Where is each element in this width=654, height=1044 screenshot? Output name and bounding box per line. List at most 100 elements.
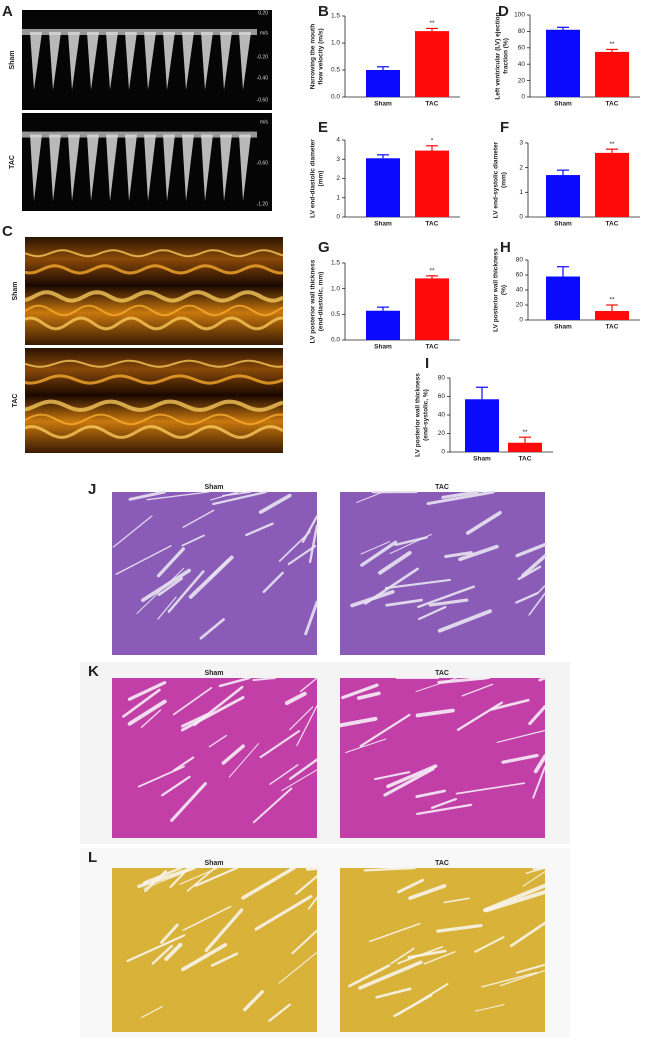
- y-tick-label: 80: [518, 28, 526, 35]
- histology-streak: [533, 868, 545, 869]
- significance-annotation: **: [429, 268, 435, 275]
- y-axis-label: (end-diastolic, mm): [318, 272, 325, 332]
- significance-annotation: **: [609, 41, 615, 48]
- y-tick-label: 0.5: [331, 311, 340, 318]
- y-axis-label: Left ventricular (LV) ejection: [495, 12, 502, 99]
- panel-letter: K: [88, 663, 99, 680]
- bar: [595, 52, 629, 97]
- bar: [465, 399, 499, 452]
- x-tick-label: TAC: [426, 344, 439, 351]
- y-tick-label: 2: [519, 164, 523, 171]
- x-tick-label: TAC: [519, 456, 532, 463]
- row-label: Sham: [9, 50, 16, 69]
- bar: [366, 158, 400, 217]
- x-tick-label: TAC: [606, 101, 619, 108]
- x-tick-label: Sham: [554, 221, 572, 228]
- scale-label: -1.20: [257, 201, 269, 207]
- y-tick-label: 80: [438, 375, 446, 382]
- y-tick-label: 3: [336, 156, 340, 163]
- panel-letter: G: [318, 239, 330, 256]
- x-tick-label: TAC: [426, 101, 439, 108]
- bar: [508, 443, 542, 452]
- column-label: TAC: [435, 670, 449, 677]
- y-tick-label: 3: [519, 140, 523, 147]
- y-axis-label: LV posterior wall thickness: [415, 373, 422, 457]
- y-axis-label: LV end-systolic diameter: [493, 141, 500, 218]
- scale-label: -0.60: [257, 160, 269, 166]
- y-tick-label: 0: [519, 214, 523, 221]
- significance-annotation: **: [609, 297, 615, 304]
- histology-streak: [308, 868, 317, 869]
- column-label: TAC: [435, 860, 449, 867]
- y-axis-label: (mm): [501, 172, 508, 188]
- row-label: TAC: [9, 155, 16, 169]
- y-tick-label: 1.5: [331, 260, 340, 267]
- histology-image: [340, 868, 545, 1032]
- y-axis-label: LV posterior wall thickness: [310, 259, 317, 343]
- scale-label: -0.60: [257, 97, 269, 103]
- y-tick-label: 0.0: [331, 94, 340, 101]
- bar: [415, 278, 449, 340]
- y-tick-label: 60: [438, 393, 446, 400]
- y-tick-label: 0: [519, 317, 523, 324]
- y-axis-label: fraction (%): [503, 38, 510, 74]
- histology-image: [340, 678, 545, 838]
- bar: [595, 153, 629, 217]
- bar: [546, 30, 580, 97]
- y-axis-label: (mm): [318, 171, 325, 187]
- y-tick-label: 40: [518, 61, 526, 68]
- column-label: Sham: [204, 860, 223, 867]
- y-tick-label: 0: [336, 214, 340, 221]
- column-label: Sham: [204, 484, 223, 491]
- panel-letter: H: [500, 239, 511, 256]
- panel-letter: I: [425, 355, 429, 372]
- scale-label: m/s: [260, 30, 269, 36]
- panel-letter: J: [88, 481, 96, 498]
- y-axis-label: flow velocity (m/s): [318, 28, 325, 84]
- x-tick-label: TAC: [606, 324, 619, 331]
- panel-letter: B: [318, 3, 329, 20]
- bar: [366, 70, 400, 97]
- y-tick-label: 40: [438, 412, 446, 419]
- y-tick-label: 100: [514, 12, 525, 19]
- row-label: TAC: [12, 394, 19, 408]
- significance-annotation: **: [609, 141, 615, 148]
- row-label: Sham: [12, 281, 19, 300]
- y-axis-label: LV end-diastolic diameter: [310, 139, 317, 218]
- x-tick-label: Sham: [554, 324, 572, 331]
- bar: [546, 277, 580, 321]
- x-tick-label: Sham: [374, 221, 392, 228]
- scale-label: -0.20: [257, 54, 269, 60]
- y-tick-label: 20: [516, 302, 524, 309]
- column-label: TAC: [435, 484, 449, 491]
- significance-annotation: *: [431, 137, 434, 144]
- panel-letter: C: [2, 223, 13, 240]
- panel-letter: E: [318, 119, 328, 136]
- x-tick-label: Sham: [554, 101, 572, 108]
- y-tick-label: 60: [518, 45, 526, 52]
- y-axis-label: Narrowing the mouth: [310, 24, 317, 89]
- y-tick-label: 0: [441, 449, 445, 456]
- y-tick-label: 0.0: [331, 337, 340, 344]
- y-axis-label: (%): [501, 285, 508, 295]
- column-label: Sham: [204, 670, 223, 677]
- x-tick-label: Sham: [473, 456, 491, 463]
- y-tick-label: 4: [336, 137, 340, 144]
- y-tick-label: 1: [336, 194, 340, 201]
- bar: [595, 311, 629, 320]
- y-tick-label: 1.0: [331, 285, 340, 292]
- y-axis-label: LV posterior wall thickness: [493, 248, 500, 332]
- significance-annotation: **: [429, 20, 435, 27]
- x-tick-label: TAC: [606, 221, 619, 228]
- y-tick-label: 1.0: [331, 40, 340, 47]
- panel-letter: A: [2, 3, 13, 20]
- y-tick-label: 0.5: [331, 67, 340, 74]
- y-tick-label: 80: [516, 257, 524, 264]
- y-tick-label: 20: [518, 77, 526, 84]
- significance-annotation: **: [522, 429, 528, 436]
- scale-label: 0.20: [258, 10, 268, 16]
- scale-label: -0.40: [257, 75, 269, 81]
- panel-letter: L: [88, 849, 97, 866]
